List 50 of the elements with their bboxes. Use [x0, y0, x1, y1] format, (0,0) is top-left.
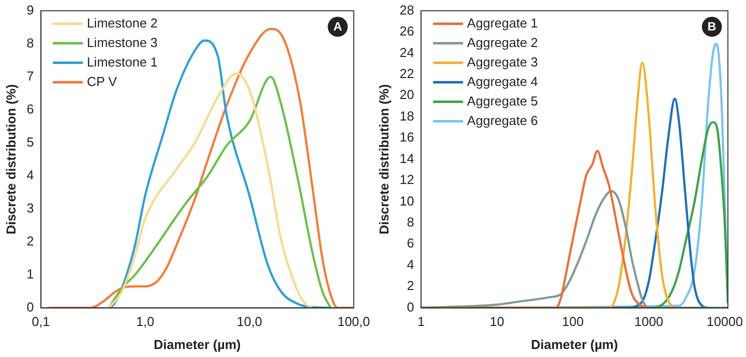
y-tick-label: 4	[406, 256, 414, 272]
y-tick-label: 28	[400, 2, 414, 18]
legend-label: Aggregate 6	[467, 112, 538, 128]
y-tick-label: 0	[406, 299, 414, 314]
x-axis-title: Diameter (µm)	[154, 336, 241, 352]
y-tick-label: 2	[26, 233, 34, 248]
legend-label: Limestone 1	[86, 54, 158, 70]
y-tick-label: 20	[400, 87, 414, 102]
y-tick-label: 2	[406, 278, 414, 294]
y-tick-label: 8	[26, 35, 34, 50]
legend-label: Aggregate 1	[467, 15, 538, 30]
x-axis-title: Diameter (µm)	[530, 336, 618, 352]
legend-label: Aggregate 4	[467, 74, 538, 89]
x-tick-label: 1000	[634, 314, 664, 330]
y-tick-label: 7	[26, 68, 34, 84]
y-tick-label: 4	[26, 167, 34, 182]
y-tick-label: 6	[406, 236, 414, 251]
y-tick-label: 5	[26, 134, 34, 150]
y-tick-label: 1	[26, 266, 34, 282]
y-tick-label: 18	[400, 108, 414, 124]
y-tick-label: 22	[400, 66, 414, 82]
legend-label: Limestone 2	[86, 15, 158, 30]
y-tick-label: 14	[400, 150, 414, 166]
y-tick-label: 24	[400, 44, 414, 60]
y-tick-label: 26	[400, 24, 414, 39]
y-tick-label: 3	[26, 200, 34, 216]
y-tick-label: 9	[26, 2, 34, 18]
legend-label: Aggregate 3	[467, 54, 538, 70]
y-tick-label: 0	[26, 299, 34, 314]
y-tick-label: 8	[406, 214, 414, 230]
x-tick-label: 100	[562, 314, 584, 330]
x-tick-label: 10000	[706, 314, 743, 330]
x-tick-label: 10,0	[236, 314, 262, 330]
y-axis-title: Discrete distribution (%)	[376, 84, 392, 234]
x-tick-label: 100,0	[337, 314, 370, 330]
y-tick-label: 12	[400, 172, 414, 188]
y-tick-label: 10	[400, 193, 414, 208]
legend-label: CP V	[86, 74, 118, 89]
annotation: A	[333, 20, 342, 34]
y-axis-title: Discrete distribution (%)	[3, 84, 18, 234]
x-tick-label: 1	[417, 314, 425, 330]
x-tick-label: 10	[490, 314, 504, 330]
legend-label: Aggregate 5	[467, 93, 538, 108]
legend-label: Aggregate 2	[467, 34, 538, 50]
x-tick-label: 0,1	[32, 314, 50, 330]
legend-label: Limestone 3	[86, 34, 158, 50]
annotation: B	[708, 20, 717, 34]
y-tick-label: 6	[26, 101, 34, 116]
y-tick-label: 16	[400, 130, 414, 145]
x-tick-label: 1,0	[136, 314, 154, 330]
